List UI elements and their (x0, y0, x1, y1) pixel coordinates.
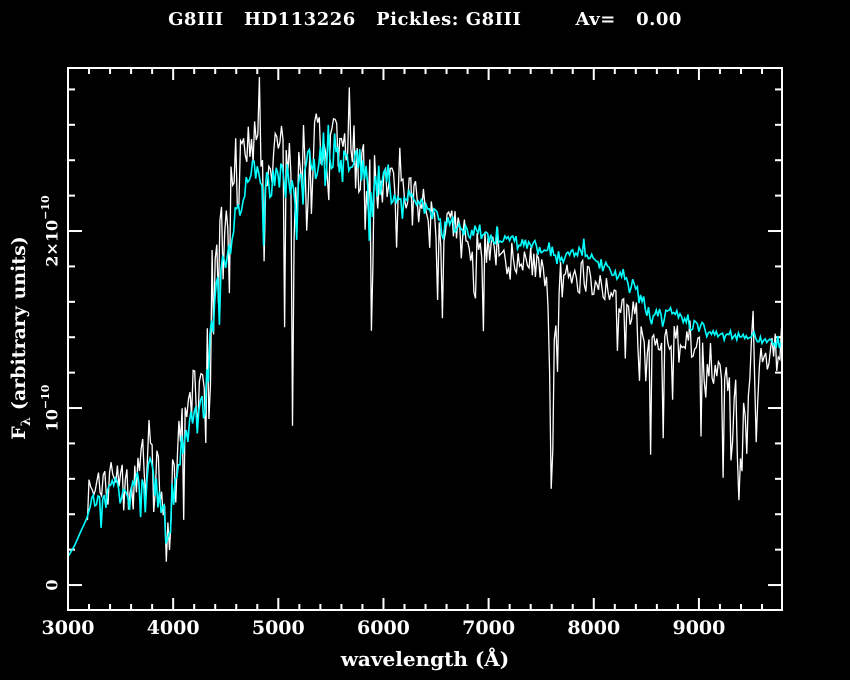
template-spectrum-line (69, 124, 781, 557)
x-axis-title: wavelength (Å) (340, 647, 510, 671)
x-tick-label: 6000 (357, 617, 410, 639)
x-tick-label: 5000 (252, 617, 305, 639)
spectra (69, 76, 781, 562)
y-tick-label: 0 (43, 579, 62, 590)
y-axis-title: Fλ (arbitrary units) (8, 236, 34, 440)
observed-spectrum-line (86, 76, 781, 562)
x-tick-label: 7000 (462, 617, 515, 639)
y-axis-title-units: (arbitrary units) (8, 236, 30, 411)
x-tick-label: 3000 (42, 617, 95, 639)
x-tick-label: 4000 (147, 617, 200, 639)
x-tick-label: 9000 (672, 617, 725, 639)
y-axis-title-subscript: λ (19, 417, 34, 427)
plot-title: G8III HD113226 Pickles: G8III Av= 0.00 (168, 9, 682, 30)
plot-border (67, 67, 783, 611)
y-tick-label: 10−10 (39, 384, 62, 431)
axes: 3000 4000 5000 6000 7000 8000 9000 0 10−10 2×10−1… (39, 67, 783, 639)
y-tick-label: 2×10−10 (39, 195, 62, 267)
x-tick-label: 8000 (567, 617, 620, 639)
y-axis-title-symbol: F (8, 426, 30, 440)
